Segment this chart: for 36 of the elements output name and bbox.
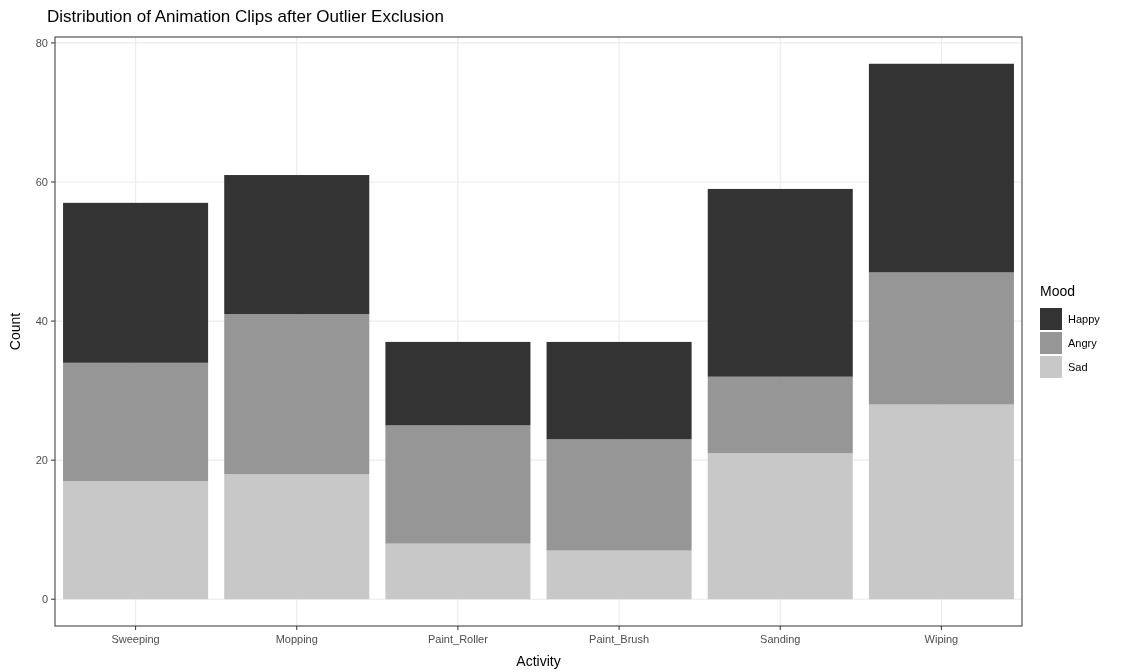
legend-label: Happy: [1068, 312, 1101, 325]
legend-label: Angry: [1068, 336, 1098, 349]
bar: [224, 175, 370, 315]
y-tick-label: 80: [35, 36, 48, 49]
y-tick-label: 60: [35, 175, 48, 188]
x-tick-label: Paint_Roller: [427, 633, 489, 645]
bar: [385, 341, 531, 426]
bar: [707, 376, 853, 454]
y-tick-label: 40: [35, 314, 48, 327]
x-tick-label: Sanding: [760, 633, 801, 645]
bar: [546, 439, 692, 551]
bar: [707, 453, 853, 600]
bar: [868, 63, 1014, 273]
bar: [385, 425, 531, 544]
x-tick-label: Wiping: [924, 633, 959, 645]
x-tick-label: Paint_Brush: [589, 633, 650, 645]
bar: [546, 341, 692, 440]
y-axis-title: Count: [7, 312, 23, 351]
bar: [707, 188, 853, 377]
bar: [385, 543, 531, 600]
x-axis-title: Activity: [516, 653, 561, 669]
bar: [224, 474, 370, 600]
bar: [63, 481, 209, 600]
chart-title: Distribution of Animation Clips after Outlier Exclusion: [47, 7, 444, 26]
x-tick-label: Sweeping: [111, 633, 160, 645]
bar: [868, 272, 1014, 405]
bar: [868, 404, 1014, 600]
x-tick-label: Mopping: [275, 633, 318, 645]
bar: [224, 314, 370, 475]
bar: [63, 202, 209, 363]
bar: [63, 362, 209, 482]
legend-title: Mood: [1040, 283, 1076, 299]
y-tick-label: 0: [41, 593, 48, 606]
legend-label: Sad: [1068, 360, 1088, 373]
bar: [546, 550, 692, 600]
y-tick-label: 20: [35, 454, 48, 466]
